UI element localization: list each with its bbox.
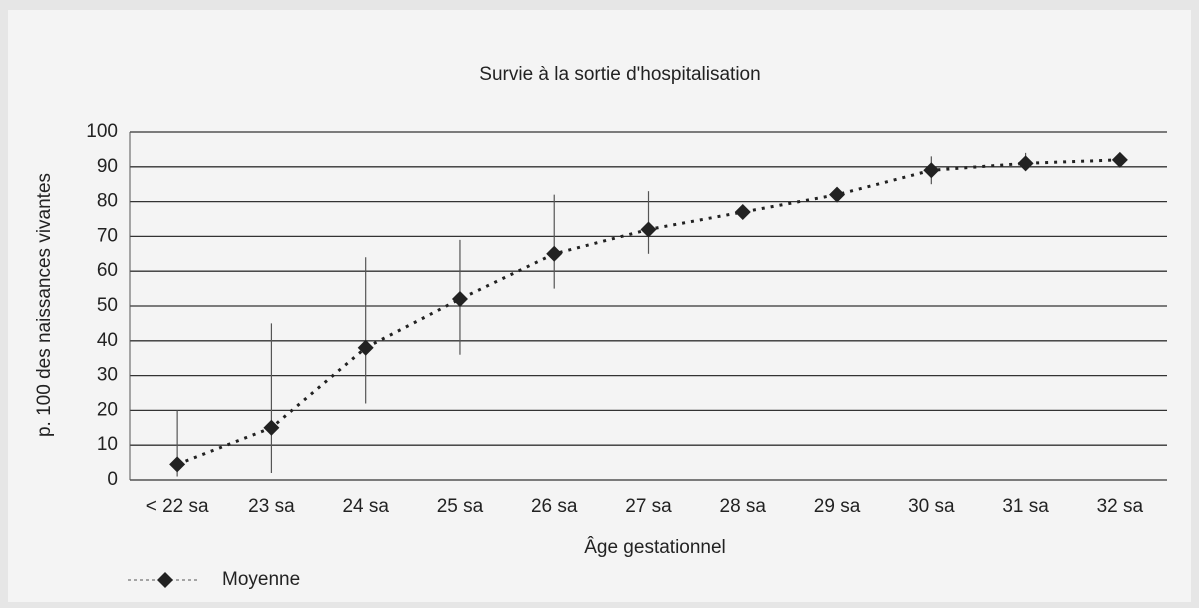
y-tick-label: 40 <box>97 330 118 351</box>
x-tick-label: 32 sa <box>1097 496 1144 517</box>
x-tick-label: 25 sa <box>437 496 484 517</box>
legend-label: Moyenne <box>222 569 300 590</box>
x-tick-label: 29 sa <box>814 496 861 517</box>
x-tick-label: 27 sa <box>625 496 672 517</box>
chart-title: Survie à la sortie d'hospitalisation <box>479 64 760 85</box>
data-point <box>451 291 468 308</box>
x-tick-label: 23 sa <box>248 496 295 517</box>
y-tick-label: 60 <box>97 260 118 281</box>
x-tick-label: 28 sa <box>720 496 767 517</box>
x-axis-label: Âge gestationnel <box>584 536 726 558</box>
y-tick-label: 30 <box>97 365 118 386</box>
data-point <box>829 186 846 203</box>
data-point <box>640 221 657 238</box>
y-tick-label: 100 <box>86 121 118 142</box>
data-point <box>1017 155 1034 172</box>
y-tick-label: 80 <box>97 191 118 212</box>
x-tick-label: 24 sa <box>342 496 389 517</box>
y-tick-label: 50 <box>97 295 118 316</box>
x-tick-label: 30 sa <box>908 496 955 517</box>
data-point <box>734 204 751 221</box>
data-point <box>1111 151 1128 168</box>
y-tick-label: 70 <box>97 225 118 246</box>
y-tick-label: 10 <box>97 434 118 455</box>
data-point <box>923 162 940 179</box>
data-point <box>357 339 374 356</box>
data-point <box>263 419 280 436</box>
data-point <box>546 245 563 262</box>
y-tick-label: 0 <box>107 469 118 490</box>
x-tick-label: 26 sa <box>531 496 578 517</box>
x-tick-label: < 22 sa <box>146 496 209 517</box>
y-tick-label: 20 <box>97 399 118 420</box>
y-tick-label: 90 <box>97 156 118 177</box>
y-axis-label: p. 100 des naissances vivantes <box>34 173 55 437</box>
data-point <box>169 456 186 473</box>
x-tick-label: 31 sa <box>1002 496 1049 517</box>
legend-marker <box>157 572 173 588</box>
